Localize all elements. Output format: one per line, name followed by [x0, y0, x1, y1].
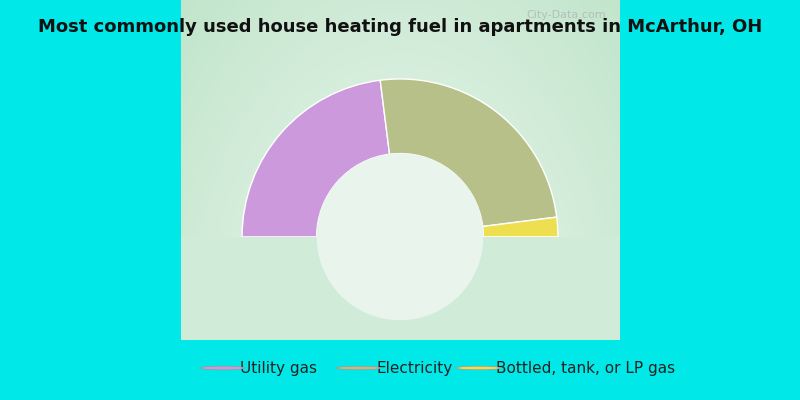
Circle shape — [200, 366, 245, 370]
Circle shape — [317, 154, 483, 320]
Wedge shape — [482, 217, 558, 237]
Text: Most commonly used house heating fuel in apartments in McArthur, OH: Most commonly used house heating fuel in… — [38, 18, 762, 36]
Wedge shape — [380, 79, 557, 226]
Text: Bottled, tank, or LP gas: Bottled, tank, or LP gas — [496, 360, 675, 376]
Text: Electricity: Electricity — [376, 360, 452, 376]
Circle shape — [317, 154, 483, 320]
Polygon shape — [181, 237, 619, 342]
Text: Utility gas: Utility gas — [240, 360, 317, 376]
Text: City-Data.com: City-Data.com — [526, 10, 606, 20]
Wedge shape — [242, 80, 390, 237]
Circle shape — [336, 366, 381, 370]
Circle shape — [456, 366, 501, 370]
